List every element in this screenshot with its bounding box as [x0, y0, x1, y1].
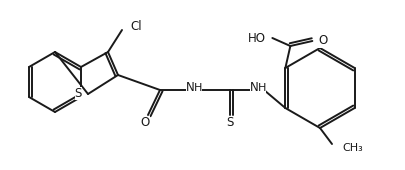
- Text: HO: HO: [248, 31, 266, 45]
- Text: H: H: [257, 83, 266, 93]
- Text: O: O: [140, 115, 149, 129]
- Text: H: H: [193, 83, 202, 93]
- Text: S: S: [226, 116, 233, 130]
- Text: S: S: [75, 88, 82, 100]
- Text: O: O: [318, 35, 327, 47]
- Text: CH₃: CH₃: [341, 143, 362, 153]
- Text: N: N: [249, 81, 258, 95]
- Text: N: N: [185, 81, 194, 95]
- Text: Cl: Cl: [130, 20, 141, 32]
